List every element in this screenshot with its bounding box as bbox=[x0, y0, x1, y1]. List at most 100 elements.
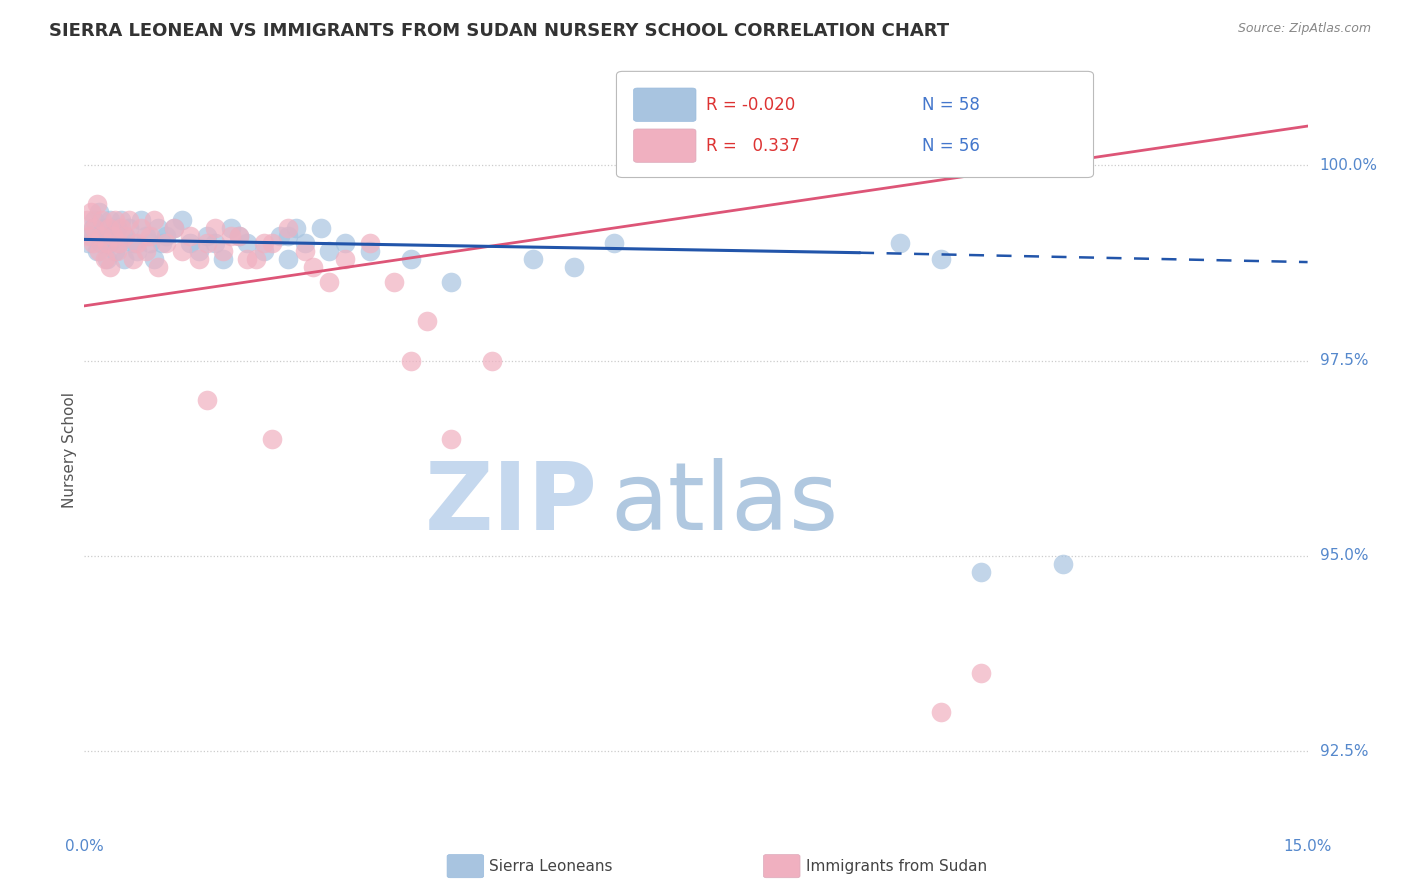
Point bbox=[260, 432, 283, 446]
Point bbox=[204, 220, 226, 235]
Point bbox=[228, 228, 250, 243]
Point bbox=[86, 197, 108, 211]
Point bbox=[416, 314, 439, 328]
Point bbox=[335, 252, 357, 266]
Point bbox=[179, 228, 201, 243]
Text: Source: ZipAtlas.com: Source: ZipAtlas.com bbox=[1237, 22, 1371, 36]
Point bbox=[87, 244, 110, 259]
FancyBboxPatch shape bbox=[616, 71, 1094, 178]
Point bbox=[107, 236, 129, 251]
Point bbox=[163, 220, 186, 235]
Point bbox=[90, 228, 112, 243]
Point bbox=[253, 244, 276, 259]
Point bbox=[187, 244, 209, 259]
Point bbox=[219, 220, 242, 235]
Point bbox=[83, 220, 105, 235]
Point bbox=[127, 244, 149, 259]
Point bbox=[399, 353, 422, 368]
Point bbox=[146, 220, 169, 235]
Text: ZIP: ZIP bbox=[425, 458, 598, 549]
Point bbox=[104, 212, 127, 227]
Point bbox=[82, 236, 104, 251]
Point bbox=[440, 276, 463, 290]
Text: N = 58: N = 58 bbox=[922, 95, 980, 113]
Point bbox=[172, 244, 194, 259]
Point bbox=[269, 228, 291, 243]
Point bbox=[96, 252, 118, 266]
Point bbox=[382, 276, 405, 290]
Point bbox=[86, 244, 108, 259]
Point bbox=[127, 236, 149, 251]
Point bbox=[204, 236, 226, 251]
Point bbox=[562, 260, 585, 274]
Point bbox=[228, 228, 250, 243]
Point bbox=[155, 236, 177, 251]
Point bbox=[359, 236, 381, 251]
Text: atlas: atlas bbox=[610, 458, 838, 549]
Point bbox=[522, 252, 544, 266]
Point bbox=[122, 252, 145, 266]
Point bbox=[96, 236, 118, 251]
Point bbox=[112, 252, 135, 266]
Text: R = -0.020: R = -0.020 bbox=[706, 95, 794, 113]
Point bbox=[138, 228, 160, 243]
FancyBboxPatch shape bbox=[634, 88, 696, 121]
Point bbox=[155, 228, 177, 243]
Point bbox=[301, 260, 323, 274]
Point bbox=[100, 212, 122, 227]
Point bbox=[929, 706, 952, 720]
Point bbox=[100, 260, 122, 274]
Point bbox=[172, 212, 194, 227]
Point bbox=[212, 252, 235, 266]
Point bbox=[101, 228, 124, 243]
Point bbox=[294, 236, 316, 251]
Point bbox=[359, 244, 381, 259]
Point bbox=[236, 252, 259, 266]
Point bbox=[195, 392, 218, 407]
Point bbox=[1052, 557, 1074, 571]
Point bbox=[97, 236, 120, 251]
Point bbox=[76, 212, 98, 227]
Point bbox=[110, 220, 132, 235]
Point bbox=[131, 212, 153, 227]
Point bbox=[335, 236, 357, 251]
Text: N = 56: N = 56 bbox=[922, 136, 980, 154]
Point bbox=[87, 205, 110, 219]
Point bbox=[97, 220, 120, 235]
Point bbox=[142, 252, 165, 266]
Point bbox=[195, 228, 218, 243]
Point bbox=[318, 244, 340, 259]
Point bbox=[399, 252, 422, 266]
Point bbox=[260, 236, 283, 251]
Point bbox=[163, 220, 186, 235]
Point bbox=[294, 244, 316, 259]
Point bbox=[82, 220, 104, 235]
Point bbox=[104, 244, 127, 259]
Point bbox=[970, 666, 993, 681]
Text: 97.5%: 97.5% bbox=[1320, 353, 1368, 368]
Point bbox=[219, 228, 242, 243]
Point bbox=[114, 228, 136, 243]
Point bbox=[135, 244, 157, 259]
Point bbox=[118, 220, 141, 235]
Point bbox=[245, 252, 267, 266]
Point bbox=[83, 212, 105, 227]
Point bbox=[77, 236, 100, 251]
Text: R =   0.337: R = 0.337 bbox=[706, 136, 800, 154]
Point bbox=[146, 260, 169, 274]
Point bbox=[105, 244, 128, 259]
Point bbox=[135, 228, 157, 243]
Point bbox=[91, 228, 114, 243]
Point bbox=[77, 228, 100, 243]
Point bbox=[277, 252, 299, 266]
Point bbox=[309, 220, 332, 235]
Point bbox=[195, 236, 218, 251]
Point bbox=[114, 228, 136, 243]
Point bbox=[110, 212, 132, 227]
Point bbox=[440, 432, 463, 446]
Point bbox=[80, 228, 103, 243]
Point bbox=[118, 212, 141, 227]
Point bbox=[179, 236, 201, 251]
Point bbox=[93, 220, 115, 235]
Point bbox=[277, 228, 299, 243]
